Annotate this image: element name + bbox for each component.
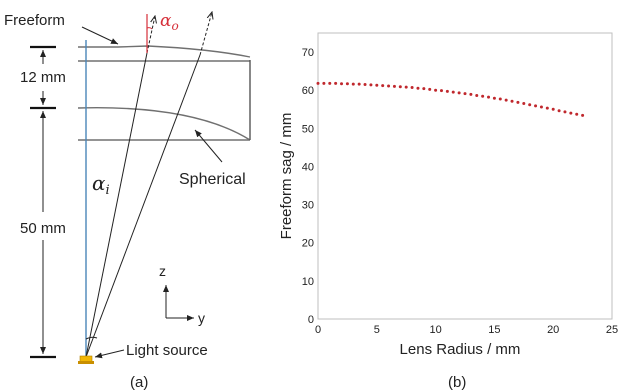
data-point xyxy=(487,95,491,99)
data-point xyxy=(428,87,432,91)
data-point xyxy=(498,97,502,101)
data-point xyxy=(504,98,508,102)
x-tick-label: 0 xyxy=(315,324,321,336)
freeform-lens-top-surface xyxy=(78,45,251,58)
y-tick-label: 30 xyxy=(302,200,314,212)
data-point xyxy=(357,82,361,86)
x-axis-label: Lens Radius / mm xyxy=(400,341,521,358)
data-point xyxy=(422,87,426,91)
data-point xyxy=(469,92,473,96)
y-tick-label: 0 xyxy=(308,314,314,326)
data-point xyxy=(475,94,479,98)
caption-a: (a) xyxy=(130,374,148,391)
spherical-lens-top-surface xyxy=(77,107,251,141)
alpha-i-label: αi xyxy=(92,171,110,198)
x-tick-label: 10 xyxy=(429,324,441,336)
y-tick-label: 50 xyxy=(302,123,314,135)
ray-outer xyxy=(85,54,201,358)
data-point xyxy=(410,86,414,90)
data-point xyxy=(398,85,402,89)
data-point xyxy=(545,106,549,110)
data-point xyxy=(522,102,526,106)
data-point xyxy=(369,83,373,87)
axis-y-label: y xyxy=(198,310,205,326)
x-tick-label: 15 xyxy=(488,324,500,336)
data-point xyxy=(416,86,420,90)
panel-a-diagram: Freeform αo 12 mm 50 mm αi Spherical z y… xyxy=(4,11,251,391)
ray-outer-exit-arrow xyxy=(199,12,212,56)
data-point xyxy=(492,96,496,100)
y-tick-label: 20 xyxy=(302,238,314,250)
ray-inner-exit-arrow xyxy=(146,16,155,54)
light-source-label: Light source xyxy=(126,342,208,359)
spherical-leader-arrow xyxy=(194,129,223,163)
data-point xyxy=(328,81,332,85)
y-tick-label: 40 xyxy=(302,161,314,173)
data-point xyxy=(575,112,579,116)
data-point xyxy=(451,90,455,94)
light-source-leader xyxy=(94,349,125,359)
caption-b: (b) xyxy=(448,374,466,391)
y-tick-label: 60 xyxy=(302,85,314,97)
data-point xyxy=(404,85,408,89)
data-point xyxy=(351,82,355,86)
data-point xyxy=(392,84,396,88)
data-point xyxy=(316,81,320,85)
ray-inner xyxy=(85,52,148,358)
data-point xyxy=(569,111,573,115)
data-point xyxy=(557,109,561,113)
data-point xyxy=(387,84,391,88)
light-source-base xyxy=(78,361,94,364)
plot-frame xyxy=(317,32,613,320)
data-point xyxy=(539,105,543,109)
y-tick-label: 10 xyxy=(302,276,314,288)
x-tick-labels: 0 5 10 15 20 25 xyxy=(315,324,618,336)
data-point xyxy=(457,91,461,95)
dim-12mm-label: 12 mm xyxy=(20,69,66,86)
alpha-o-label: αo xyxy=(160,11,179,33)
data-points xyxy=(316,81,585,117)
data-point xyxy=(434,88,438,92)
y-tick-label: 70 xyxy=(302,47,314,59)
data-point xyxy=(481,94,485,98)
y-axis-label: Freeform sag / mm xyxy=(278,113,295,240)
data-point xyxy=(334,81,338,85)
x-tick-label: 25 xyxy=(606,324,618,336)
data-point xyxy=(551,107,555,111)
data-point xyxy=(516,100,520,104)
dim-50mm-label: 50 mm xyxy=(20,220,66,237)
axis-z-label: z xyxy=(159,263,166,279)
freeform-label: Freeform xyxy=(4,12,65,29)
data-point xyxy=(581,113,585,117)
panel-b-chart: 0 10 20 30 40 50 60 70 0 5 10 15 20 25 Freeform sag … xyxy=(278,32,618,391)
spherical-label: Spherical xyxy=(179,171,246,188)
alpha-o-arc xyxy=(146,27,153,30)
data-point xyxy=(363,82,367,86)
data-point xyxy=(375,83,379,87)
data-point xyxy=(528,103,532,107)
data-point xyxy=(510,99,514,103)
data-point xyxy=(445,89,449,93)
data-point xyxy=(563,110,567,114)
data-point xyxy=(463,92,467,96)
alpha-i-arc xyxy=(85,336,98,340)
x-tick-label: 5 xyxy=(374,324,380,336)
x-tick-label: 20 xyxy=(547,324,559,336)
data-point xyxy=(322,81,326,85)
data-point xyxy=(340,82,344,86)
data-point xyxy=(345,82,349,86)
data-point xyxy=(534,104,538,108)
y-tick-labels: 0 10 20 30 40 50 60 70 xyxy=(302,47,314,326)
data-point xyxy=(381,84,385,88)
freeform-leader-arrow xyxy=(81,26,119,45)
data-point xyxy=(439,89,443,93)
